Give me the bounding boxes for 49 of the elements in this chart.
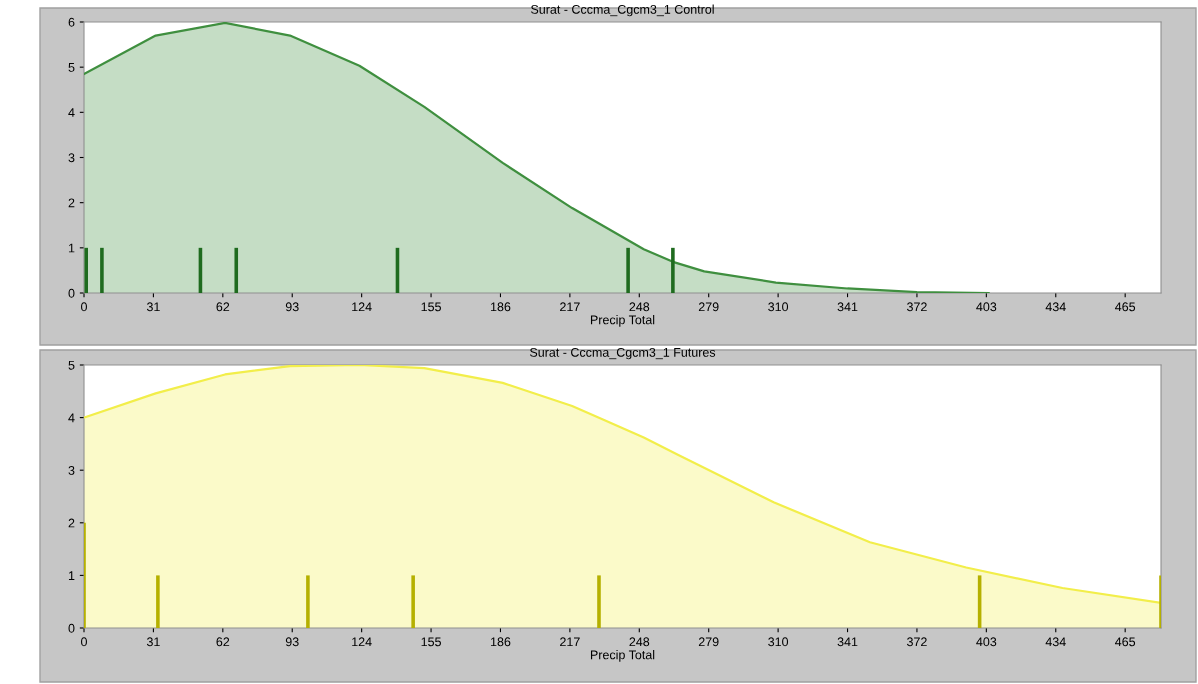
y-tick-label: 5 — [68, 63, 75, 72]
y-tick-label: 2 — [68, 198, 75, 208]
y-tick-label: 3 — [68, 153, 75, 163]
x-tick-label: 93 — [285, 302, 299, 312]
x-tick-label: 124 — [352, 302, 372, 312]
x-tick-label: 403 — [976, 637, 997, 647]
x-tick-label: 434 — [1045, 302, 1066, 312]
x-tick-label: 155 — [421, 637, 441, 647]
x-tick-label: 0 — [81, 302, 87, 312]
y-tick-label: 0 — [68, 623, 75, 633]
x-tick-label: 124 — [352, 637, 372, 647]
x-tick-label: 372 — [906, 302, 927, 312]
x-tick-label: 434 — [1045, 637, 1066, 647]
x-tick-label: 62 — [216, 302, 230, 312]
y-tick-label: 1 — [68, 571, 75, 580]
x-tick-label: 31 — [146, 302, 160, 312]
x-tick-label: 31 — [146, 637, 160, 647]
y-tick-label: 0 — [68, 288, 75, 298]
x-tick-label: 0 — [81, 637, 87, 647]
x-tick-label: 279 — [698, 302, 719, 312]
x-tick-label: 341 — [837, 302, 858, 312]
x-axis-title: Precip Total — [590, 315, 655, 327]
x-tick-label: 341 — [837, 637, 858, 647]
x-tick-label: 217 — [560, 637, 580, 647]
y-tick-label: 4 — [68, 413, 75, 423]
x-tick-label: 372 — [906, 637, 927, 647]
x-tick-label: 465 — [1115, 302, 1136, 312]
chart-title: Surat - Cccma_Cgcm3_1 Control — [531, 4, 714, 17]
x-tick-label: 403 — [976, 302, 997, 312]
y-tick-label: 3 — [68, 466, 75, 475]
x-tick-label: 279 — [698, 637, 719, 647]
y-tick-label: 1 — [68, 243, 75, 253]
x-tick-label: 62 — [216, 637, 230, 647]
x-tick-label: 310 — [768, 302, 789, 312]
y-tick-label: 4 — [68, 108, 75, 117]
x-tick-label: 310 — [768, 637, 789, 647]
x-tick-label: 186 — [491, 637, 511, 647]
x-tick-label: 217 — [560, 302, 580, 312]
x-tick-label: 465 — [1115, 637, 1136, 647]
y-tick-label: 6 — [68, 17, 75, 27]
x-tick-label: 186 — [491, 302, 511, 312]
x-tick-label: 155 — [421, 302, 441, 312]
x-tick-label: 248 — [629, 637, 650, 647]
y-tick-label: 5 — [68, 360, 75, 370]
x-axis-title: Precip Total — [590, 650, 655, 662]
chart-title: Surat - Cccma_Cgcm3_1 Futures — [529, 347, 716, 360]
x-tick-label: 93 — [285, 637, 299, 647]
y-tick-label: 2 — [68, 518, 75, 528]
x-tick-label: 248 — [629, 302, 650, 312]
